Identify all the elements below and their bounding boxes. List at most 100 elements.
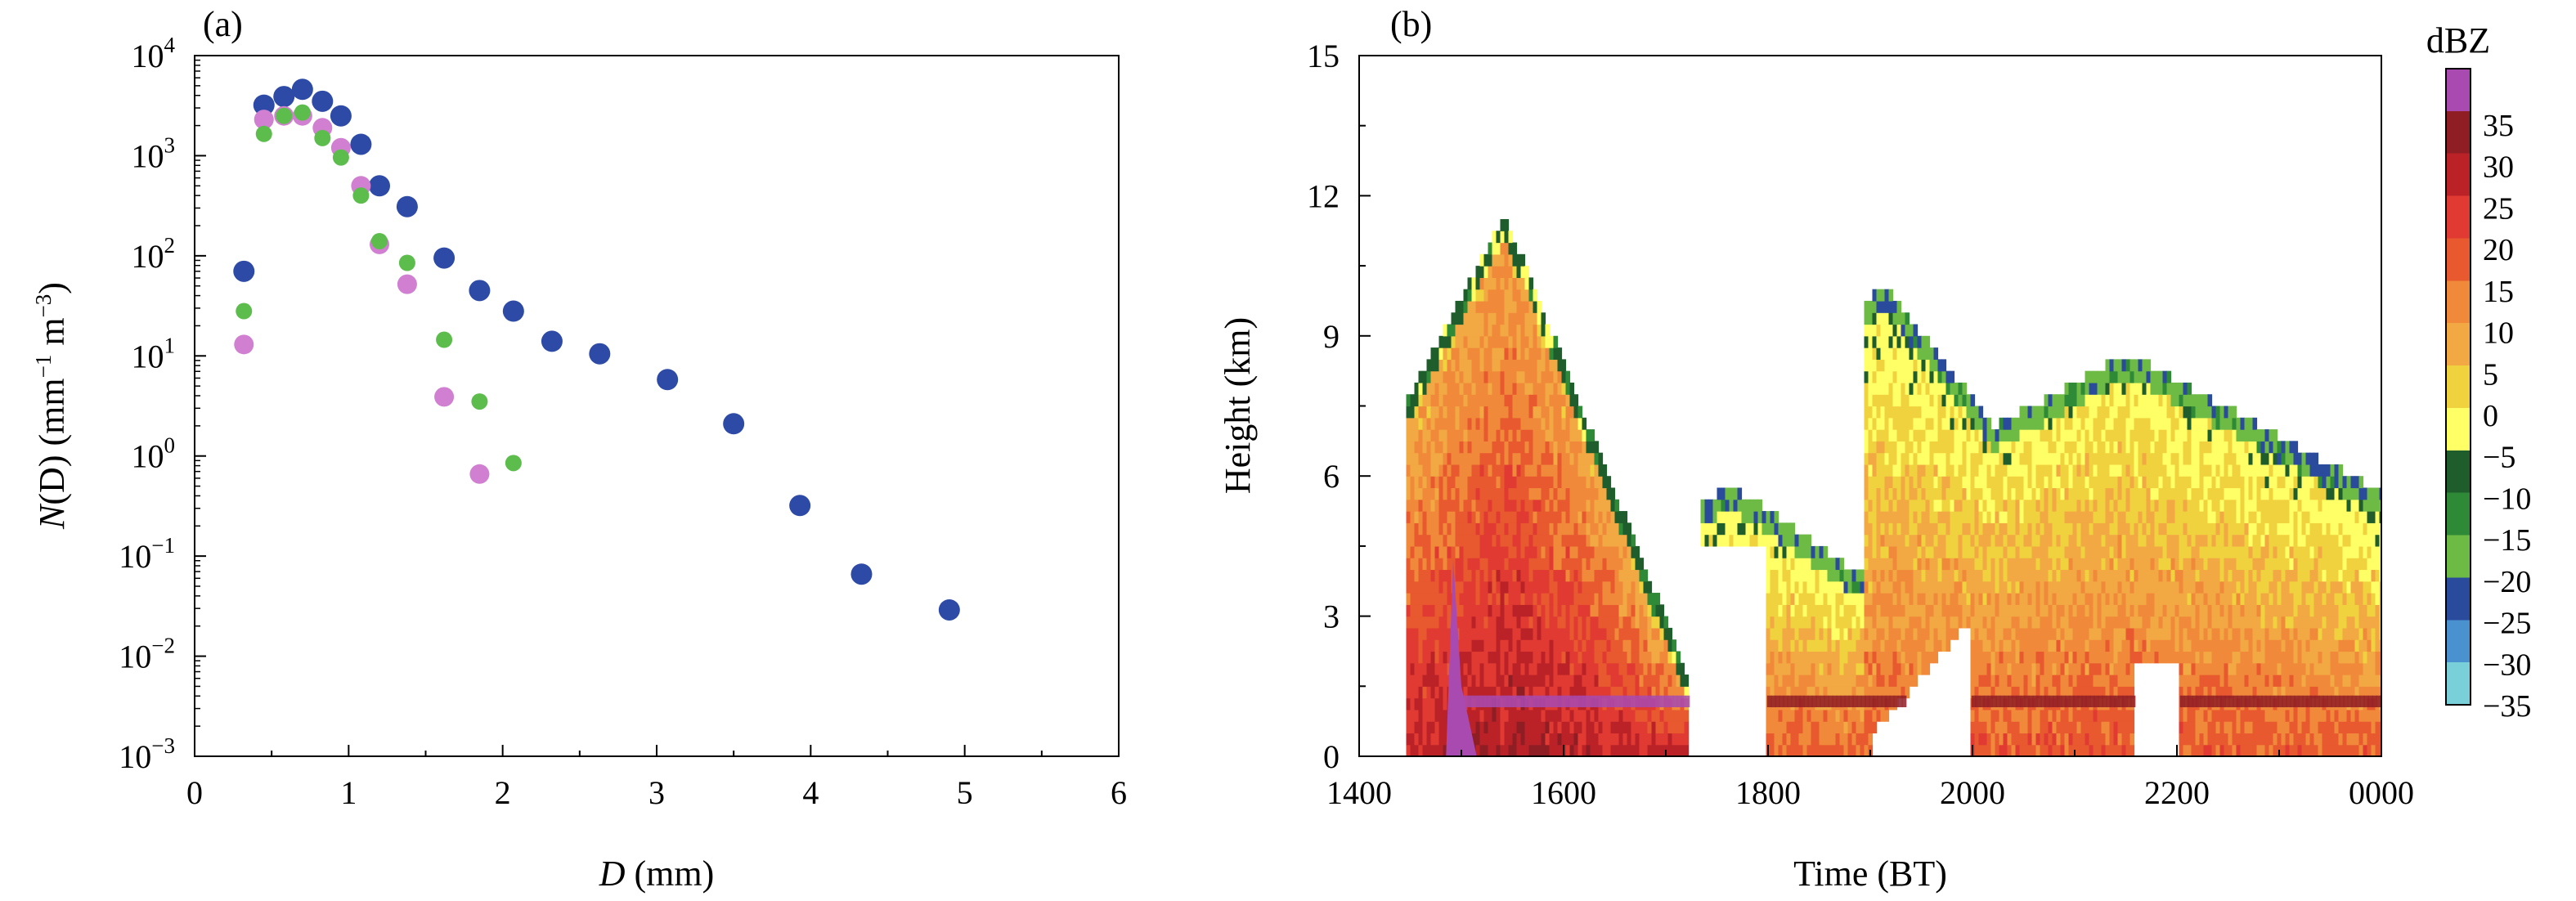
panel-a-ylabel-unit-mid: m [32, 317, 72, 354]
reflectivity-cell [1479, 639, 1485, 652]
reflectivity-cell [2072, 394, 2078, 407]
reflectivity-cell [1990, 709, 1996, 722]
reflectivity-cell [1606, 675, 1612, 687]
reflectivity-cell [1995, 487, 2000, 500]
reflectivity-cell [1631, 593, 1636, 605]
reflectivity-cell [1438, 382, 1444, 395]
panel-a-ylabel-rest: (D) (mm [32, 378, 72, 504]
reflectivity-cell [1856, 604, 1861, 617]
reflectivity-cell [1774, 686, 1779, 699]
reflectivity-cell [1541, 616, 1546, 629]
reflectivity-cell [1868, 651, 1874, 664]
reflectivity-cell [2125, 733, 2131, 746]
reflectivity-cell [1704, 534, 1710, 547]
reflectivity-cell [1479, 709, 1485, 722]
reflectivity-cell [1467, 452, 1473, 465]
reflectivity-cell [1892, 312, 1898, 325]
reflectivity-cell [2068, 709, 2074, 722]
reflectivity-cell [2003, 733, 2008, 746]
reflectivity-cell [1970, 651, 1976, 664]
reflectivity-cell [1815, 593, 1820, 605]
reflectivity-cell [2044, 651, 2049, 664]
reflectivity-cell [2011, 709, 2017, 722]
reflectivity-cell [1647, 721, 1653, 734]
reflectivity-cell [2019, 721, 2025, 734]
reflectivity-cell [1524, 452, 1530, 465]
reflectivity-cell [1549, 522, 1555, 536]
reflectivity-cell [1430, 627, 1436, 640]
reflectivity-cell [2060, 744, 2066, 756]
reflectivity-cell [2035, 487, 2041, 500]
reflectivity-cell [1561, 511, 1567, 523]
reflectivity-cell [1856, 639, 1861, 652]
reflectivity-cell [1778, 662, 1784, 675]
reflectivity-cell [1573, 429, 1579, 442]
reflectivity-cell [1430, 534, 1436, 547]
reflectivity-cell [1406, 545, 1411, 558]
reflectivity-cell [1577, 616, 1583, 629]
reflectivity-cell [1447, 487, 1452, 500]
reflectivity-cell [1766, 522, 1771, 536]
reflectivity-cell [1406, 697, 1411, 710]
reflectivity-cell [1925, 662, 1931, 675]
reflectivity-cell [1905, 382, 1910, 395]
reflectivity-cell [1438, 487, 1444, 500]
panel-a-ylabel-exp2: −3 [31, 294, 56, 318]
reflectivity-cell [1451, 394, 1456, 407]
reflectivity-cell [1978, 558, 1984, 571]
reflectivity-cell [2019, 639, 2025, 652]
reflectivity-cell [2129, 382, 2135, 395]
reflectivity-cell [1479, 593, 1485, 605]
reflectivity-cell [1418, 697, 1424, 710]
reflectivity-cell [2064, 733, 2070, 746]
reflectivity-cell [1512, 651, 1518, 664]
series-blue-point [433, 247, 456, 269]
reflectivity-cell [1516, 464, 1522, 477]
reflectivity-cell [1729, 487, 1735, 500]
reflectivity-cell [2023, 452, 2029, 465]
reflectivity-cell [2089, 627, 2094, 640]
reflectivity-cell [1811, 604, 1816, 617]
reflectivity-cell [1635, 604, 1640, 617]
reflectivity-cell [1434, 686, 1440, 699]
reflectivity-cell [1459, 593, 1465, 605]
reflectivity-cell [1647, 616, 1653, 629]
reflectivity-cell [2089, 394, 2094, 407]
reflectivity-cell [2105, 651, 2111, 664]
reflectivity-cell [1798, 616, 1804, 629]
reflectivity-cell [1733, 511, 1739, 523]
reflectivity-cell [1860, 569, 1865, 582]
reflectivity-cell [1524, 266, 1530, 278]
reflectivity-cell [1864, 487, 1869, 500]
reflectivity-cell [1950, 616, 1955, 629]
reflectivity-cell [1778, 639, 1784, 652]
reflectivity-cell [1516, 406, 1522, 419]
reflectivity-cell [1443, 675, 1448, 687]
reflectivity-cell [1945, 406, 1951, 419]
reflectivity-cell [2105, 593, 2111, 605]
reflectivity-cell [1651, 639, 1657, 652]
reflectivity-cell [1937, 464, 1943, 477]
reflectivity-cell [2080, 686, 2086, 699]
reflectivity-cell [1516, 604, 1522, 617]
reflectivity-cell [2023, 580, 2029, 594]
reflectivity-cell [1945, 593, 1951, 605]
reflectivity-cell [2019, 452, 2025, 465]
reflectivity-cell [1520, 733, 1526, 746]
reflectivity-cell [1745, 522, 1751, 536]
reflectivity-cell [2080, 580, 2086, 594]
reflectivity-cell [2101, 744, 2107, 756]
reflectivity-cell [1663, 709, 1669, 722]
reflectivity-cell [1488, 370, 1493, 383]
reflectivity-cell [1770, 604, 1775, 617]
reflectivity-cell [1549, 441, 1555, 454]
reflectivity-cell [1766, 558, 1771, 571]
reflectivity-cell [1802, 709, 1808, 722]
reflectivity-cell [1520, 580, 1526, 594]
reflectivity-cell [1770, 651, 1775, 664]
reflectivity-cell [2080, 441, 2086, 454]
reflectivity-cell [1925, 441, 1931, 454]
reflectivity-cell [1418, 744, 1424, 756]
reflectivity-cell [2158, 511, 2164, 523]
reflectivity-cell [1659, 604, 1665, 617]
